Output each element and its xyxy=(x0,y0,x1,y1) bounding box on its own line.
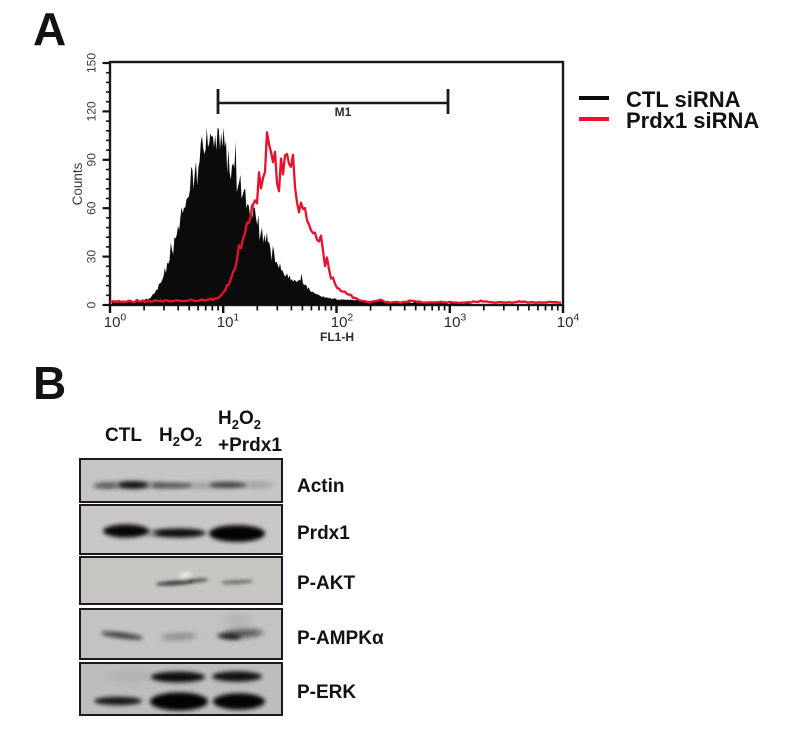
svg-text:103: 103 xyxy=(444,312,467,332)
svg-text:104: 104 xyxy=(557,312,580,332)
svg-text:0: 0 xyxy=(85,301,99,308)
svg-text:60: 60 xyxy=(85,201,99,215)
svg-text:30: 30 xyxy=(85,250,99,264)
svg-text:100: 100 xyxy=(104,312,127,332)
svg-text:101: 101 xyxy=(217,312,240,332)
svg-text:102: 102 xyxy=(331,312,354,332)
svg-text:FL1-H: FL1-H xyxy=(320,330,354,344)
svg-text:120: 120 xyxy=(85,101,99,121)
svg-text:M1: M1 xyxy=(335,105,352,119)
svg-text:90: 90 xyxy=(85,153,99,167)
svg-text:150: 150 xyxy=(85,53,99,73)
svg-text:Counts: Counts xyxy=(70,162,85,205)
